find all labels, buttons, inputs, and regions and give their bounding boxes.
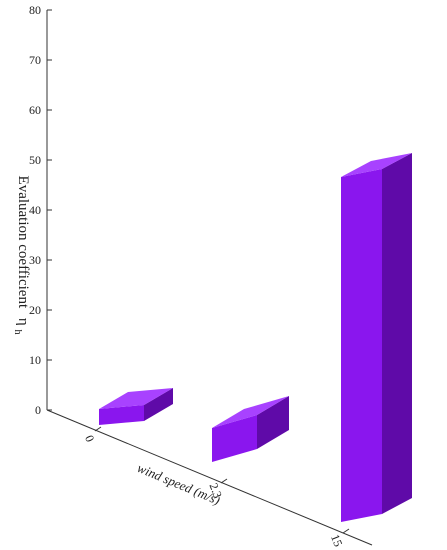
y-axis-title-subscript: h (12, 329, 23, 334)
bar-top-face (341, 153, 412, 177)
y-tick-label: 60 (29, 103, 41, 117)
x-tick-label: 15 (328, 532, 345, 548)
y-tick-label: 20 (29, 303, 41, 317)
bar-top-face (212, 396, 289, 428)
y-tick-label: 0 (35, 403, 41, 417)
y-tick-label: 10 (29, 353, 41, 367)
y-tick-label: 70 (29, 53, 41, 67)
bar-front-face (341, 169, 382, 522)
y-tick-label: 80 (29, 3, 41, 17)
y-tick-label: 30 (29, 253, 41, 267)
bar-2 (341, 153, 412, 522)
x-axis-title: wind speed (m/s) (135, 460, 222, 508)
bar-top-face (99, 388, 173, 409)
bar-side-face (382, 153, 412, 514)
bars (99, 153, 412, 522)
y-tick-label: 50 (29, 153, 41, 167)
bar-0 (99, 388, 173, 425)
y-axis-title-text: Evaluation coefficient (15, 176, 31, 309)
x-tick-mark (342, 528, 350, 534)
bar-front-face (99, 405, 144, 425)
x-axis-line (46, 409, 373, 546)
x-tick-mark (220, 478, 228, 484)
x-tick-label: 0 (82, 433, 97, 444)
bar-side-face (144, 388, 173, 421)
y-axis-title-symbol: η (15, 318, 31, 326)
bar-front-face (212, 415, 257, 462)
x-tick-mark (94, 426, 102, 432)
x-tick-label: 2.3 (206, 481, 225, 500)
y-axis-title: Evaluation coefficient η h (12, 176, 31, 335)
y-axis-ticks: 0 10 20 30 40 50 60 70 80 (29, 3, 52, 417)
x-axis-ticks: 0 2.3 15 (82, 426, 350, 549)
y-tick-label: 40 (29, 203, 41, 217)
bar-side-face (257, 396, 289, 449)
bar-1 (212, 396, 289, 462)
